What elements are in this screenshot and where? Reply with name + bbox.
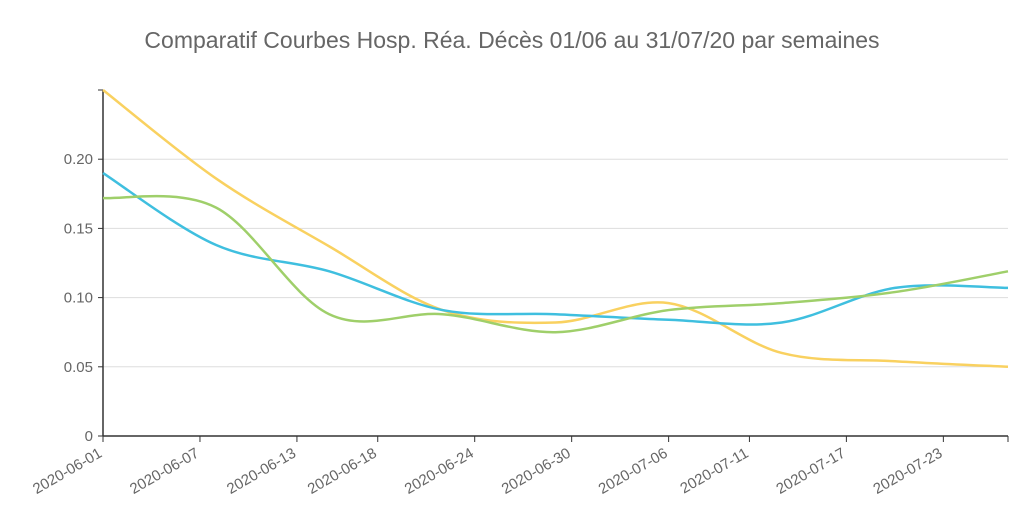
x-tick-label: 2020-06-24 bbox=[402, 445, 477, 498]
x-tick-label: 2020-07-17 bbox=[773, 445, 848, 498]
chart-title: Comparatif Courbes Hosp. Réa. Décès 01/0… bbox=[144, 27, 879, 53]
x-tick-label: 2020-07-11 bbox=[677, 445, 751, 498]
series-line bbox=[102, 194, 1009, 334]
x-tick-label: 2020-06-30 bbox=[499, 445, 574, 498]
x-tick-label: 2020-07-06 bbox=[596, 445, 671, 498]
x-tick-label: 2020-06-18 bbox=[305, 445, 380, 498]
x-tick-label: 2020-06-13 bbox=[224, 445, 299, 498]
y-tick-label: 0 bbox=[85, 428, 93, 445]
x-tick-label: 2020-06-01 bbox=[30, 445, 105, 498]
series-line bbox=[102, 89, 1009, 369]
y-tick-label: 0.05 bbox=[64, 359, 93, 376]
series-line bbox=[102, 171, 1009, 326]
y-tick-label: 0.10 bbox=[64, 290, 93, 307]
x-tick-label: 2020-07-23 bbox=[870, 445, 945, 498]
x-tick-label: 2020-06-07 bbox=[127, 445, 202, 498]
y-tick-label: 0.15 bbox=[64, 220, 93, 237]
y-tick-label: 0.20 bbox=[64, 151, 93, 168]
